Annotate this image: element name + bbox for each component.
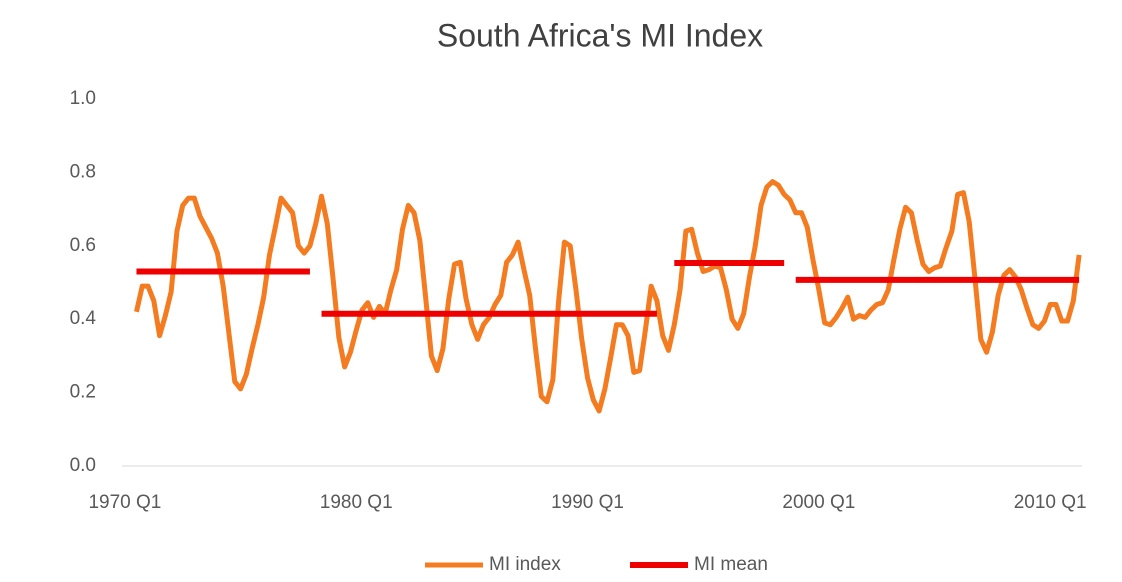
x-tick-label: 1990 Q1 bbox=[551, 492, 624, 513]
x-tick-label: 1970 Q1 bbox=[88, 492, 161, 513]
y-tick-label: 1.0 bbox=[70, 88, 96, 109]
chart-title: South Africa's MI Index bbox=[437, 17, 763, 53]
data-line bbox=[134, 179, 1082, 414]
y-tick-label: 0.4 bbox=[70, 308, 97, 329]
x-tick-label: 1980 Q1 bbox=[320, 492, 393, 513]
y-tick-label: 0.6 bbox=[70, 235, 96, 256]
legend-label: MI index bbox=[489, 554, 561, 575]
data-line bbox=[136, 260, 1080, 317]
y-tick-label: 0.2 bbox=[70, 382, 96, 403]
y-tick-label: 0.0 bbox=[70, 455, 96, 476]
x-tick-label: 2000 Q1 bbox=[782, 492, 855, 513]
y-tick-label: 0.8 bbox=[70, 161, 96, 182]
legend-label: MI mean bbox=[694, 554, 768, 575]
x-tick-label: 2010 Q1 bbox=[1014, 492, 1087, 513]
